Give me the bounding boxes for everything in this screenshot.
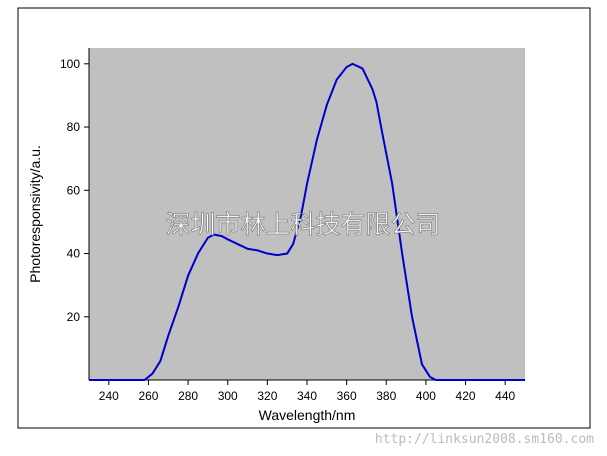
y-tick-label: 100 — [60, 57, 80, 71]
x-tick-label: 260 — [138, 389, 158, 403]
x-axis-label: Wavelength/nm — [259, 407, 356, 423]
marks: 20 40 60 80 100 240 260 280 300 320 340 360 380 400 42… — [60, 48, 525, 403]
y-tick-label: 60 — [67, 183, 81, 197]
watermark: 深圳市林上科技有限公司 — [165, 210, 440, 239]
data-line — [89, 62, 525, 381]
y-tick-label: 40 — [67, 247, 81, 261]
x-tick-label: 420 — [456, 389, 476, 403]
plot-area — [89, 48, 525, 380]
y-tick-label: 80 — [67, 120, 81, 134]
x-tick-label: 360 — [337, 389, 357, 403]
x-tick-label: 380 — [376, 389, 396, 403]
x-tick-label: 240 — [99, 389, 119, 403]
x-tick-label: 280 — [178, 389, 198, 403]
x-tick-label: 300 — [218, 389, 238, 403]
x-tick-label: 440 — [495, 389, 515, 403]
x-tick-label: 400 — [416, 389, 436, 403]
x-tick-label: 320 — [257, 389, 277, 403]
y-axis-label: Photoresponsivity/a.u. — [27, 145, 43, 283]
footer-url: http://linksun2008.sm160.com — [375, 432, 594, 447]
x-tick-label: 340 — [297, 389, 317, 403]
y-tick-label: 20 — [67, 310, 81, 324]
